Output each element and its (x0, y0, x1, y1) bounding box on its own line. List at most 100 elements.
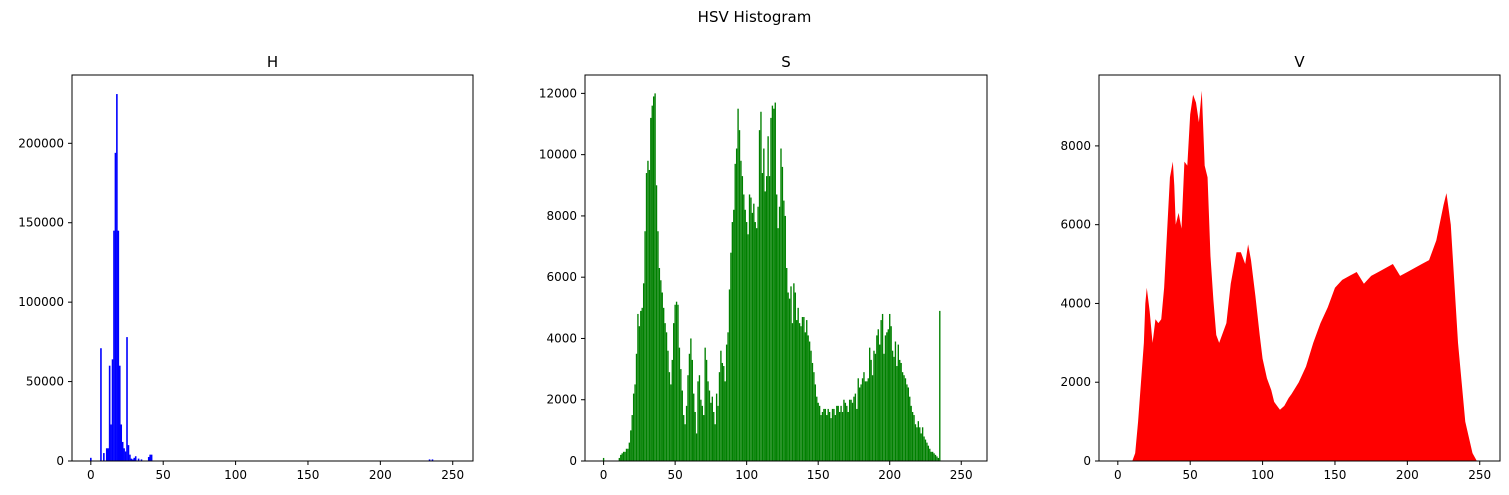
bar (831, 408, 834, 461)
bar (764, 191, 766, 461)
bar (844, 402, 847, 461)
bar (936, 456, 938, 461)
y-tick-label: 0 (56, 454, 64, 468)
bar (880, 320, 882, 461)
bar (133, 457, 136, 461)
bar (854, 393, 857, 461)
bar (883, 353, 885, 461)
bar (710, 402, 712, 461)
bar (901, 372, 904, 461)
bar (428, 459, 431, 461)
bar (768, 176, 771, 461)
bar (937, 457, 940, 461)
bar (857, 378, 859, 461)
bar (140, 459, 143, 461)
bar (698, 375, 701, 461)
bar (620, 454, 622, 461)
y-tick-label: 100000 (18, 295, 64, 309)
bar (747, 234, 749, 461)
bar (853, 396, 855, 461)
x-tick-label: 150 (1324, 468, 1347, 482)
bar (929, 448, 931, 461)
bar (103, 453, 105, 461)
bar (827, 408, 829, 461)
bar (670, 384, 672, 461)
bar (660, 280, 662, 461)
bar (893, 356, 895, 461)
y-tick-label: 2000 (546, 393, 577, 407)
bar (863, 372, 865, 461)
bar (773, 108, 775, 461)
bar (123, 448, 125, 461)
x-tick-label: 200 (369, 468, 392, 482)
bar (675, 301, 678, 461)
bar (622, 451, 625, 461)
subplot-title: S (781, 53, 791, 71)
data-series (602, 93, 941, 462)
x-tick-label: 50 (1183, 468, 1198, 482)
bar (730, 252, 732, 461)
bar (783, 200, 785, 461)
bar (939, 310, 941, 461)
bar (718, 372, 721, 461)
bar (930, 451, 932, 461)
bar (117, 230, 120, 461)
bar (889, 313, 891, 461)
bar (107, 448, 109, 461)
x-tick-label: 0 (600, 468, 608, 482)
bar (810, 350, 812, 461)
bar (654, 93, 656, 461)
bar (624, 451, 626, 461)
bar (116, 94, 118, 461)
bar (824, 408, 827, 461)
bar (811, 362, 814, 461)
bar (751, 212, 754, 461)
bar (734, 163, 736, 461)
x-tick-label: 100 (224, 468, 247, 482)
bar (876, 335, 878, 461)
bar (757, 206, 759, 461)
bar (796, 320, 798, 461)
bar (774, 102, 776, 461)
bar (137, 458, 140, 461)
bar (634, 384, 636, 461)
bar (911, 411, 914, 461)
bar (833, 408, 835, 461)
bar (127, 445, 130, 461)
bar (715, 393, 718, 461)
bar (770, 117, 772, 461)
y-tick-label: 10000 (539, 148, 577, 162)
bar (685, 405, 688, 461)
bar (707, 381, 709, 461)
bar (658, 268, 661, 461)
bar (760, 111, 762, 461)
bar (693, 393, 695, 461)
bar (887, 329, 889, 461)
y-tick-label: 0 (1083, 454, 1091, 468)
bar (881, 313, 884, 461)
bar (916, 427, 918, 461)
bar (673, 323, 675, 461)
bar (859, 387, 861, 461)
bar (814, 384, 817, 461)
x-tick-label: 0 (1114, 468, 1122, 482)
bar (755, 228, 758, 461)
bar (149, 454, 151, 461)
bar (886, 332, 888, 461)
bar (838, 411, 841, 461)
bar (781, 166, 784, 461)
bar (714, 424, 716, 461)
y-tick-label: 150000 (18, 216, 64, 230)
subplot-s: S 0 50 100 150 200 250 0 2000 4000 6000 8000 10000 12… (539, 53, 988, 482)
bar (906, 384, 908, 461)
area-fill (1117, 90, 1480, 461)
x-tick-label: 250 (950, 468, 973, 482)
bar (651, 105, 653, 461)
bar (913, 415, 915, 461)
y-tick-label: 6000 (1060, 218, 1091, 232)
bar (841, 411, 844, 461)
bar (877, 329, 879, 461)
x-tick-label: 200 (1396, 468, 1419, 482)
bar (870, 359, 872, 461)
